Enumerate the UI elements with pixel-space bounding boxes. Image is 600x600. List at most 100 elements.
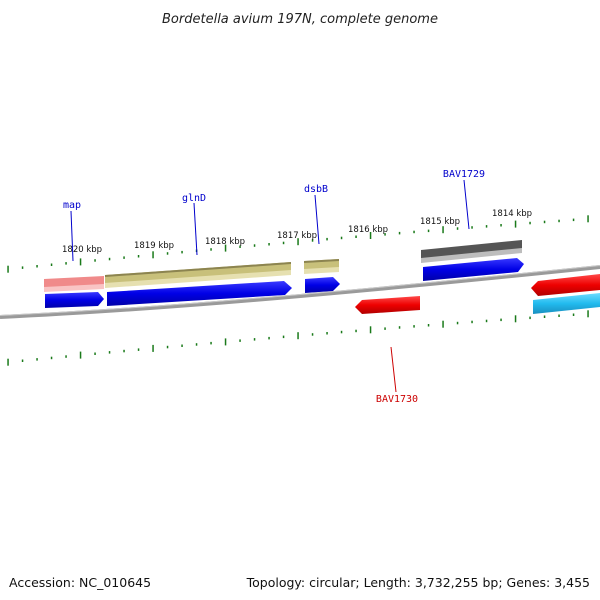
outer-scale-minor-tick	[239, 245, 241, 248]
annotation-track	[44, 240, 522, 292]
inner-scale-minor-tick	[123, 349, 125, 353]
outer-scale-major-tick	[152, 251, 154, 259]
inner-scale-major-tick	[152, 344, 154, 352]
inner-scale-minor-tick	[543, 315, 546, 318]
inner-scale-minor-tick	[485, 319, 488, 323]
inner-scale-minor-tick	[210, 341, 212, 345]
map-gene-arrow[interactable]	[45, 292, 104, 308]
inner-scale-minor-tick	[94, 352, 96, 355]
outer-scale-minor-tick	[456, 227, 459, 230]
outer-scale-minor-tick	[543, 220, 546, 224]
inner-scale-minor-tick	[311, 333, 314, 336]
inner-scale-minor-tick	[384, 327, 386, 330]
outer-scale-minor-tick	[427, 229, 430, 233]
glnD-gene-arrow[interactable]	[107, 281, 292, 306]
dsbB-leader-line	[314, 194, 320, 245]
outer-scale-major-tick	[587, 215, 589, 223]
inner-scale-minor-tick	[268, 336, 270, 340]
inner-scale-minor-tick	[50, 356, 53, 360]
accession-text: Accession: NC_010645	[9, 575, 151, 590]
inner-scale-minor-tick	[253, 338, 256, 341]
outer-scale-minor-tick	[253, 244, 256, 247]
inner-scale-minor-tick	[413, 325, 415, 328]
BAV1730-gene-arrow[interactable]	[355, 296, 420, 314]
forward-strand-genes	[45, 258, 524, 308]
inner-scale-major-tick	[369, 326, 372, 334]
inner-scale-minor-tick	[282, 335, 285, 339]
inner-scale-major-tick	[7, 358, 9, 366]
dsbB-gene-label[interactable]: dsbB	[304, 184, 328, 195]
outer-scale-minor-tick	[50, 263, 53, 266]
reverse-strand-genes	[355, 274, 600, 314]
BAV1730-gene-label[interactable]: BAV1730	[376, 394, 418, 405]
outer-scale-minor-tick	[398, 231, 401, 235]
inner-scale-major-tick	[442, 320, 444, 328]
genome-title: Bordetella avium 197N, complete genome	[162, 12, 438, 27]
inner-scale-minor-tick	[36, 358, 38, 361]
inner-scale-minor-tick	[572, 313, 575, 316]
inner-scale-minor-tick	[500, 318, 502, 322]
outer-scale-major-tick	[514, 220, 517, 228]
outer-scale-major-tick	[7, 265, 9, 273]
outer-scale-major-tick	[224, 244, 227, 252]
scale-label-1820: 1820 kbp	[62, 245, 102, 255]
glnD-annotation-bar[interactable]	[105, 262, 291, 285]
outer-scale-minor-tick	[166, 252, 169, 255]
inner-scale-minor-tick	[21, 359, 24, 362]
genome-backbone	[0, 265, 600, 319]
outer-scale-minor-tick	[21, 266, 24, 269]
outer-scale-minor-tick	[384, 233, 386, 236]
inner-scale-major-tick	[224, 338, 227, 346]
BAV1729-annotation-bar[interactable]	[421, 240, 522, 260]
outer-scale-major-tick	[442, 226, 444, 234]
inner-scale-minor-tick	[326, 332, 328, 335]
outer-scale-major-tick	[369, 232, 372, 239]
outer-scale-minor-tick	[181, 250, 183, 254]
inner-scale-minor-tick	[427, 324, 430, 327]
inner-scale-major-tick	[79, 351, 82, 359]
inner-scale-track	[7, 310, 589, 366]
outer-scale-minor-tick	[282, 241, 285, 245]
inner-scale-minor-tick	[558, 314, 560, 317]
inner-scale-minor-tick	[529, 316, 531, 320]
inner-scale-minor-tick	[181, 344, 183, 347]
inner-scale-minor-tick	[65, 355, 67, 358]
outer-scale-minor-tick	[326, 237, 328, 241]
inner-scale-minor-tick	[137, 348, 140, 351]
outer-scale-minor-tick	[471, 226, 473, 229]
next-reverse-gene-arrow[interactable]	[531, 274, 600, 296]
map-leader-line	[70, 210, 74, 262]
outer-scale-minor-tick	[355, 235, 357, 238]
scale-label-1817: 1817 kbp	[277, 231, 317, 241]
outer-scale-minor-tick	[413, 230, 415, 234]
outer-scale-minor-tick	[268, 243, 270, 246]
BAV1729-leader-line	[463, 179, 470, 230]
outer-scale-minor-tick	[123, 256, 125, 259]
outer-scale-minor-tick	[94, 259, 96, 262]
outer-scale-minor-tick	[500, 224, 502, 227]
dsbB-gene-arrow[interactable]	[305, 277, 340, 293]
outer-scale-minor-tick	[572, 218, 575, 222]
BAV1729-gene-arrow[interactable]	[423, 258, 524, 281]
outer-scale-minor-tick	[65, 262, 67, 265]
outer-scale-minor-tick	[36, 265, 38, 268]
outer-scale-minor-tick	[108, 257, 111, 261]
outer-scale-minor-tick	[558, 219, 560, 223]
inner-scale-minor-tick	[239, 339, 241, 342]
scale-label-1814: 1814 kbp	[492, 209, 532, 219]
inner-scale-major-tick	[587, 310, 589, 318]
map-gene-label[interactable]: map	[63, 200, 81, 211]
BAV1729-gene-label[interactable]: BAV1729	[443, 169, 485, 180]
scale-label-1816: 1816 kbp	[348, 225, 388, 235]
next-cyan-gene-arrow[interactable]	[533, 293, 600, 314]
inner-scale-minor-tick	[166, 345, 169, 349]
inner-scale-minor-tick	[471, 320, 473, 324]
inner-scale-minor-tick	[398, 326, 401, 329]
inner-scale-minor-tick	[340, 330, 343, 334]
inner-scale-minor-tick	[108, 351, 111, 354]
scale-label-1819: 1819 kbp	[134, 241, 174, 251]
glnD-gene-label[interactable]: glnD	[182, 193, 206, 204]
outer-scale-minor-tick	[529, 221, 531, 225]
inner-scale-minor-tick	[456, 321, 459, 325]
